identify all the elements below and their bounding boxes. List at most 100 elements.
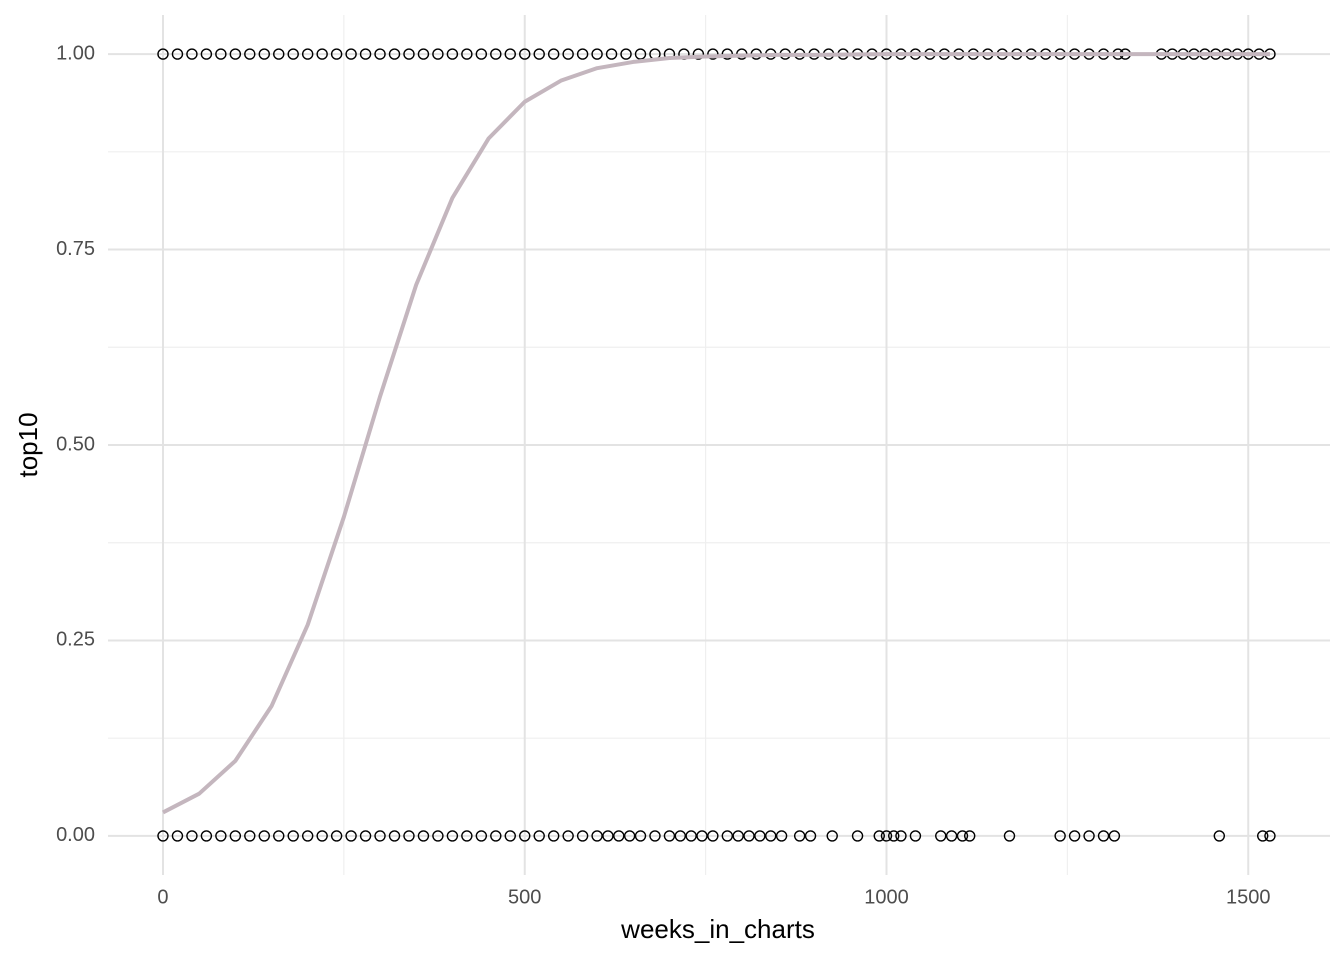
y-axis-title: top10: [13, 412, 43, 477]
point: [804, 830, 817, 842]
point: [461, 48, 473, 60]
point: [945, 830, 958, 842]
point: [880, 830, 893, 842]
point: [359, 830, 372, 842]
point: [244, 830, 256, 842]
point: [504, 830, 516, 842]
point: [157, 830, 169, 842]
point: [316, 48, 328, 60]
point: [613, 830, 625, 842]
point: [1108, 830, 1121, 842]
point: [895, 830, 907, 842]
point: [1003, 830, 1016, 842]
point: [403, 830, 415, 842]
point: [504, 48, 516, 60]
x-tick-label: 0: [157, 886, 168, 908]
point: [754, 830, 766, 842]
point: [956, 830, 969, 842]
point: [287, 48, 299, 60]
point: [519, 48, 531, 60]
point: [432, 830, 444, 842]
point: [490, 48, 502, 60]
point: [330, 48, 343, 60]
point: [623, 830, 636, 842]
point: [562, 48, 574, 60]
point: [186, 48, 198, 60]
point: [935, 830, 947, 842]
point: [963, 830, 976, 842]
point: [649, 830, 661, 842]
point: [1213, 830, 1226, 842]
point: [1068, 830, 1081, 842]
point: [171, 48, 184, 60]
point: [793, 830, 806, 842]
point: [602, 830, 614, 842]
point: [663, 830, 676, 842]
point: [446, 830, 459, 842]
point: [388, 48, 401, 60]
point: [562, 830, 574, 842]
point: [273, 830, 285, 842]
y-tick-label: 0.75: [56, 238, 95, 260]
point: [417, 830, 430, 842]
x-tick-label: 500: [508, 886, 541, 908]
point: [258, 830, 270, 842]
y-tick-label: 1.00: [56, 42, 95, 64]
point: [692, 48, 705, 60]
point: [1257, 830, 1269, 842]
point: [533, 48, 545, 60]
y-tick-label: 0.00: [56, 824, 95, 846]
point: [775, 830, 788, 842]
point: [186, 830, 198, 842]
point: [605, 48, 618, 60]
point: [301, 48, 314, 60]
point: [591, 48, 603, 60]
point: [215, 830, 227, 842]
point: [171, 830, 184, 842]
point: [685, 830, 697, 842]
point: [634, 830, 647, 842]
point: [620, 48, 632, 60]
fit-line: [162, 52, 1270, 815]
point: [674, 830, 686, 842]
point: [732, 830, 744, 842]
point: [432, 48, 444, 60]
point: [446, 48, 459, 60]
point: [576, 48, 589, 60]
point: [909, 830, 922, 842]
point: [851, 830, 864, 842]
point: [591, 830, 603, 842]
point: [1083, 830, 1095, 842]
point: [359, 48, 372, 60]
point: [417, 48, 430, 60]
point: [229, 830, 242, 842]
point: [873, 830, 885, 842]
point: [707, 48, 719, 60]
point: [547, 830, 560, 842]
point: [634, 48, 647, 60]
point: [374, 830, 386, 842]
point: [707, 830, 719, 842]
x-tick-label: 1000: [864, 886, 909, 908]
point: [1264, 830, 1276, 842]
point: [273, 48, 285, 60]
point: [229, 48, 242, 60]
point: [1097, 830, 1110, 842]
point: [461, 830, 473, 842]
point: [475, 48, 488, 60]
point: [330, 830, 343, 842]
point: [215, 48, 227, 60]
point: [765, 830, 777, 842]
point: [287, 830, 299, 842]
point: [301, 830, 314, 842]
point: [157, 48, 169, 60]
y-tick-label: 0.50: [56, 433, 95, 455]
point: [345, 830, 357, 842]
point: [374, 48, 386, 60]
point: [888, 830, 900, 842]
point: [743, 830, 755, 842]
point: [490, 830, 502, 842]
point: [475, 830, 488, 842]
point: [533, 830, 545, 842]
